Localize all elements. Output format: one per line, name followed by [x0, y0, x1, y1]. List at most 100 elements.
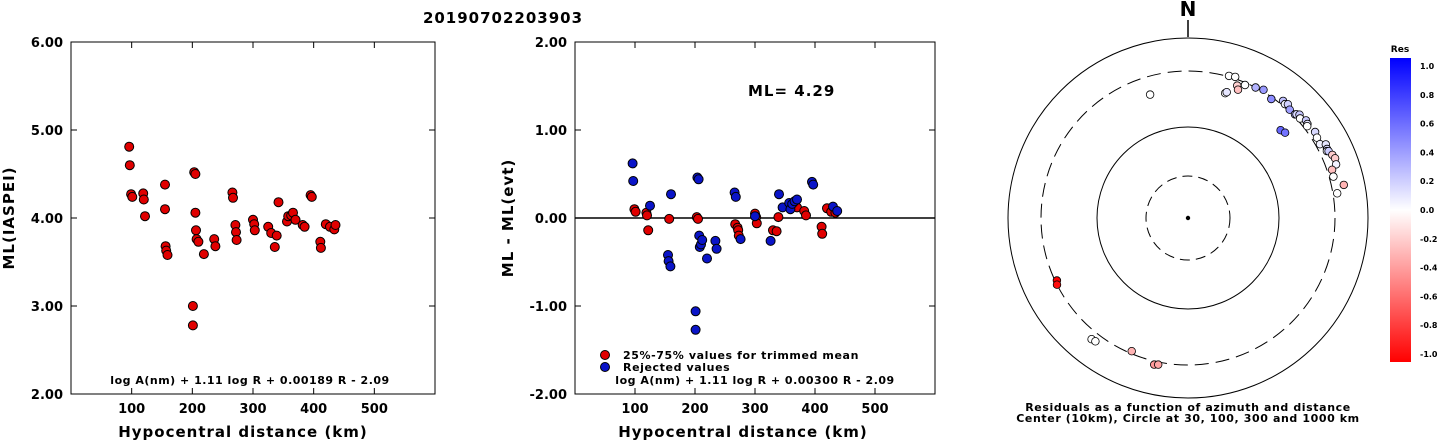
- residual-data-point: [645, 200, 655, 211]
- colorbar-title: Res: [1391, 45, 1409, 55]
- residual-data-point: [801, 210, 811, 221]
- residual-plot: 100 200 300 400 500 -2.00 -1.00 0.00 1.00 2.00 ML…: [499, 36, 936, 441]
- ml-data-point: [187, 301, 198, 311]
- ml-data-point: [210, 241, 221, 252]
- station-residual-point: [1240, 80, 1250, 90]
- ml-data-point: [140, 211, 150, 222]
- ml-data-point: [187, 320, 198, 331]
- residual-data-point: [627, 158, 638, 169]
- ml-y-axis-label: ML(IASPEI): [0, 166, 18, 269]
- residual-data-point: [630, 206, 641, 217]
- residual-data-point: [773, 212, 784, 223]
- ml-data-point: [290, 214, 301, 225]
- colorbar-tick-label: 0.8: [1420, 91, 1435, 100]
- residual-y-tick-label: -1.00: [530, 300, 567, 315]
- residual-data-point: [730, 191, 741, 202]
- residual-y-tick-label: 0.00: [535, 212, 567, 227]
- ml-data-point: [299, 221, 310, 232]
- residual-y-tick-label: 1.00: [535, 124, 567, 139]
- figure-title: 20190702203903: [423, 9, 583, 27]
- ring-100km: [1096, 126, 1280, 310]
- residual-data-point: [664, 213, 675, 224]
- ml-data-point: [127, 191, 138, 202]
- residual-data-point: [666, 189, 676, 200]
- residual-data-point: [711, 243, 722, 254]
- ml-data-point: [231, 235, 242, 245]
- ml-data-point: [273, 197, 284, 208]
- ml-data-point: [124, 141, 135, 152]
- ml-data-point: [162, 250, 173, 260]
- residual-data-point: [792, 194, 802, 205]
- residual-x-tick-label: 400: [801, 402, 828, 417]
- residual-data-point: [808, 179, 819, 190]
- station-residual-point: [1052, 280, 1062, 289]
- ml-x-tick-label: 300: [239, 402, 266, 417]
- residual-data-point: [643, 225, 654, 236]
- station-residual-point: [1339, 180, 1348, 190]
- residual-data-point: [817, 228, 828, 239]
- colorbar-tick-label: 0.6: [1420, 120, 1435, 129]
- colorbar-gradient: [1390, 58, 1411, 362]
- residual-x-tick-label: 100: [621, 402, 648, 417]
- ml-data-point: [124, 160, 135, 171]
- residual-data-point: [628, 176, 639, 186]
- legend-marker-rejected: [600, 362, 610, 372]
- ml-data-point: [160, 179, 170, 190]
- ring-30km: [1145, 175, 1231, 261]
- ml-y-tick-label: 5.00: [31, 124, 63, 139]
- station-residual-point: [1251, 83, 1260, 92]
- station-residual-point: [1329, 172, 1338, 181]
- ml-data-point: [198, 249, 209, 260]
- colorbar-tick-label: -1.0: [1420, 350, 1437, 359]
- north-label: N: [1180, 0, 1197, 21]
- ml-x-axis-label: Hypocentral distance (km): [118, 423, 368, 441]
- residual-data-point: [774, 189, 784, 200]
- ml-data-point: [271, 230, 282, 241]
- ml-plot: 100 200 300 400 500 2.00 3.00 4.00 5.00 6.00 ML(I…: [0, 36, 436, 441]
- colorbar: Res 1.0 0.8 0.6 0.4 0.2 0.0 -0.2 -0.4 -0.6 -0.8 -1…: [1390, 45, 1437, 362]
- residual-data-point: [750, 211, 760, 222]
- residual-data-point: [765, 235, 776, 246]
- station-residual-point: [1233, 85, 1243, 94]
- ring-300km: [1040, 70, 1336, 366]
- station-residual-point: [1327, 165, 1337, 174]
- residual-data-point: [693, 213, 703, 224]
- residual-x-axis-label: Hypocentral distance (km): [618, 423, 868, 441]
- colorbar-tick-label: 0.0: [1420, 206, 1435, 215]
- residual-data-point: [690, 306, 701, 317]
- residual-data-point: [642, 210, 652, 221]
- colorbar-tick-label: -0.8: [1420, 321, 1437, 330]
- polar-caption-line-1: Residuals as a function of azimuth and d…: [1025, 401, 1351, 414]
- station-residual-point: [1280, 128, 1290, 137]
- residual-formula: log A(nm) + 1.11 log R + 0.00300 R - 2.0…: [615, 374, 894, 387]
- residual-data-point: [693, 174, 704, 185]
- residual-x-tick-label: 200: [681, 402, 708, 417]
- ml-x-tick-label: 200: [179, 402, 206, 417]
- ml-y-tick-label: 2.00: [31, 388, 63, 403]
- station-residual-point: [1285, 105, 1294, 114]
- residual-y-axis-label: ML - ML(evt): [499, 159, 517, 277]
- ml-x-tick-label: 500: [361, 402, 388, 417]
- ml-y-tick-label: 4.00: [31, 212, 63, 227]
- ml-data-point: [190, 207, 201, 218]
- ml-data-point: [193, 236, 204, 247]
- ml-data-point: [160, 204, 170, 215]
- ring-1000km: [1007, 37, 1369, 399]
- residual-data-point: [690, 324, 701, 335]
- ml-data-point: [306, 191, 317, 202]
- residual-data-point: [771, 226, 782, 237]
- ml-data-point: [249, 225, 260, 236]
- colorbar-tick-label: 1.0: [1420, 62, 1435, 71]
- polar-caption-line-2: Center (10km), Circle at 30, 100, 300 an…: [1016, 412, 1360, 425]
- station-residual-point: [1145, 90, 1155, 99]
- ml-data-point: [138, 194, 149, 205]
- station-residual-point: [1222, 87, 1231, 97]
- ml-data-point: [228, 192, 238, 203]
- ml-y-tick-label: 3.00: [31, 300, 63, 315]
- station-residual-point: [1127, 347, 1136, 356]
- colorbar-tick-label: 0.4: [1420, 148, 1435, 157]
- legend-label-rejected: Rejected values: [623, 361, 730, 374]
- epicenter-marker: [1185, 215, 1191, 221]
- station-residual-point: [1259, 85, 1268, 94]
